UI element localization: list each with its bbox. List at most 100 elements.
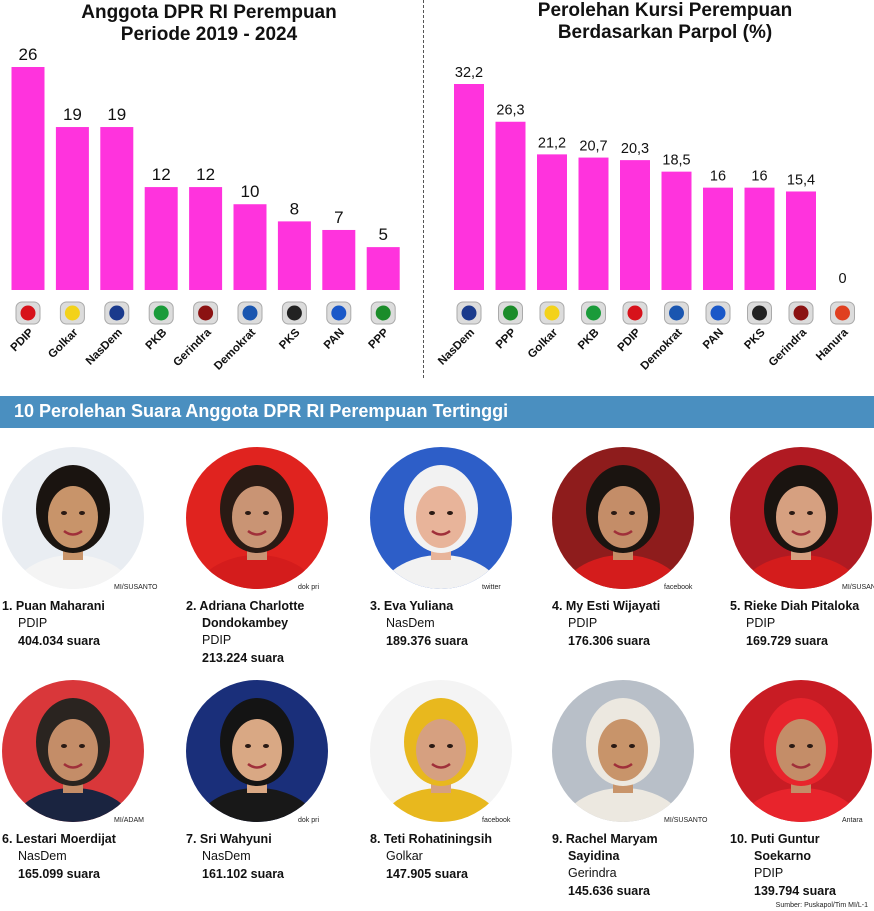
party-logo-pks	[747, 301, 772, 325]
party-logo-ppp	[498, 301, 523, 325]
party-logo-demokrat	[237, 301, 263, 325]
bar-value-label: 21,2	[538, 135, 566, 151]
person-name: 3. Eva Yuliana	[370, 599, 454, 613]
bar-value-label: 20,3	[621, 141, 649, 157]
category-label: PAN	[701, 327, 726, 352]
bar-pdip	[620, 160, 650, 290]
person-party: NasDem	[18, 849, 67, 863]
person-votes: 176.306 suara	[568, 634, 651, 648]
bar-value-label: 32,2	[455, 65, 483, 81]
person-name: 9. Rachel Maryam	[552, 832, 658, 846]
bar-demokrat	[661, 171, 692, 290]
party-logo-pan	[326, 301, 352, 325]
bar-value-label: 15,4	[787, 172, 815, 188]
person-votes: 139.794 suara	[754, 884, 837, 898]
party-logo-ppp	[370, 301, 396, 325]
bar-gerindra	[786, 191, 816, 290]
right-chart-title-line1: Perolehan Kursi Perempuan	[537, 0, 793, 21]
person-votes: 169.729 suara	[746, 634, 829, 648]
category-label: Gerindra	[767, 326, 810, 369]
top-votes-banner: 10 Perolehan Suara Anggota DPR RI Peremp…	[0, 396, 874, 428]
category-label: PKB	[144, 327, 170, 353]
bar-value-label: 18,5	[662, 153, 690, 169]
person-card: dok pri 2. Adriana Charlotte Dondokambey PD…	[186, 447, 356, 665]
person-name: 4. My Esti Wijayati	[552, 599, 661, 613]
person-card: facebook 4. My Esti Wijayati PDIP 176.306 s…	[552, 447, 722, 648]
person-photo	[2, 447, 144, 589]
category-label: PPP	[494, 326, 519, 351]
bar-demokrat	[233, 204, 267, 290]
banner-title: 10 Perolehan Suara Anggota DPR RI Peremp…	[14, 401, 509, 421]
party-logo-pdip	[622, 301, 648, 325]
source-note: Sumber: Puskapol/Tim MI/L-1	[775, 902, 868, 909]
person-card: MI/SUSANTO 1. Puan Maharani PDIP 404.034 su…	[2, 447, 172, 648]
bar-ppp	[366, 247, 400, 290]
category-label: PDIP	[616, 326, 644, 354]
photo-credit: MI/SUSANTO	[842, 584, 874, 591]
person-votes: 145.636 suara	[568, 884, 651, 898]
category-label: PKB	[576, 327, 602, 353]
person-name: 6. Lestari Moerdijat	[2, 832, 116, 846]
person-votes: 161.102 suara	[202, 867, 285, 881]
party-logo-pks	[281, 301, 307, 325]
person-photo	[552, 680, 694, 822]
bar-value-label: 7	[334, 208, 343, 227]
bar-golkar	[55, 127, 89, 291]
bar-pkb	[144, 187, 178, 290]
bar-nasdem	[454, 84, 484, 290]
bar-value-label: 26	[19, 45, 38, 64]
person-photo	[186, 680, 328, 822]
person-card: MI/SUSANTO 5. Rieke Diah Pitaloka PDIP 169.…	[730, 447, 874, 648]
person-party: PDIP	[746, 616, 776, 630]
bar-value-label: 20,7	[579, 139, 607, 155]
person-name: 5. Rieke Diah Pitaloka	[730, 599, 860, 613]
bar-pan	[322, 229, 356, 290]
person-name: 1. Puan Maharani	[2, 599, 105, 613]
left-chart-title: Anggota DPR RI Perempuan Periode 2019 - …	[20, 2, 398, 46]
category-label: Golkar	[526, 326, 561, 361]
person-party: PDIP	[202, 633, 232, 647]
photo-credit: dok pri	[298, 817, 320, 824]
bar-value-label: 5	[378, 225, 387, 244]
bar-pks	[744, 187, 775, 290]
category-label: PKS	[277, 326, 302, 351]
category-label: PDIP	[9, 326, 37, 354]
person-card: dok pri 7. Sri Wahyuni NasDem 161.102 suara	[186, 680, 356, 881]
right-bar-chart: 32,2 NasDem 26,3 PPP 21,2 Golkar 20,7 PKB 20,3 PD…	[436, 65, 855, 373]
person-party: PDIP	[754, 866, 784, 880]
photo-credit: MI/SUSANTO	[114, 584, 158, 591]
person-photo	[730, 680, 872, 822]
bar-value-label: 0	[838, 271, 846, 287]
category-label: Demokrat	[639, 327, 685, 373]
party-logo-pan	[705, 301, 731, 325]
bar-golkar	[537, 154, 567, 290]
person-card: MI/SUSANTO 9. Rachel Maryam Sayidina Gerind…	[552, 680, 722, 898]
person-name: 10. Puti Guntur	[730, 832, 820, 846]
person-votes: 165.099 suara	[18, 867, 101, 881]
person-name: 2. Adriana Charlotte	[186, 599, 305, 613]
photo-credit: facebook	[482, 817, 511, 824]
person-votes: 404.034 suara	[18, 634, 101, 648]
person-name-line2: Dondokambey	[202, 616, 289, 630]
category-label: Gerindra	[171, 326, 214, 369]
category-label: Demokrat	[212, 327, 258, 373]
photo-credit: Antara	[842, 817, 863, 824]
photo-credit: MI/ADAM	[114, 817, 144, 824]
party-logo-pkb	[148, 301, 174, 325]
category-label: Hanura	[814, 326, 851, 363]
chart-divider	[423, 0, 424, 378]
party-logo-golkar	[539, 301, 565, 325]
person-votes: 147.905 suara	[386, 867, 469, 881]
bar-value-label: 19	[63, 105, 82, 124]
person-photo	[186, 447, 328, 589]
party-logo-gerindra	[193, 301, 219, 325]
bar-value-label: 12	[196, 165, 215, 184]
person-name: 8. Teti Rohatiningsih	[370, 832, 492, 846]
person-party: NasDem	[202, 849, 251, 863]
bar-value-label: 26,3	[496, 103, 524, 119]
bar-value-label: 16	[751, 169, 767, 185]
bar-nasdem	[100, 127, 134, 291]
bar-value-label: 19	[107, 105, 126, 124]
person-card: Antara 10. Puti Guntur Soekarno PDIP 139.794…	[730, 680, 874, 898]
bar-value-label: 12	[152, 165, 171, 184]
